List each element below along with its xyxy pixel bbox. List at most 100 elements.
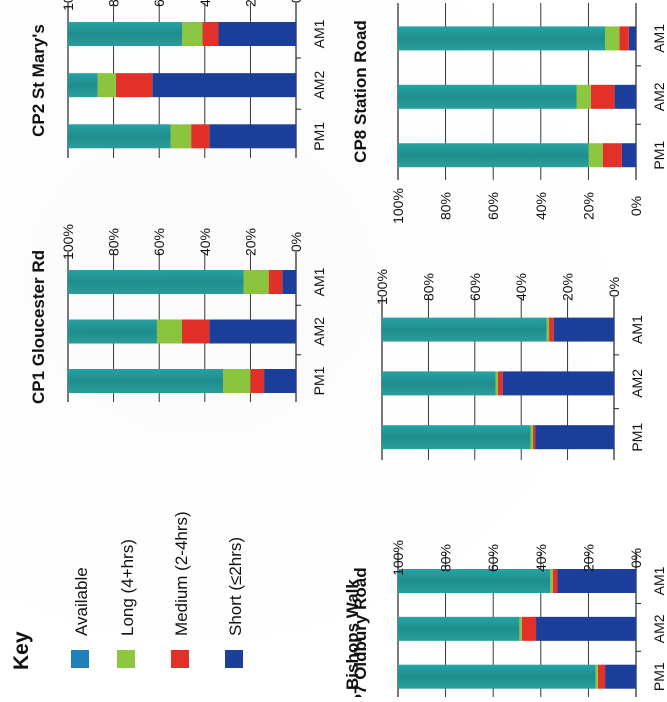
y-axis-labels: 0% 20% 40% 60% 80% 100%	[390, 540, 644, 576]
bar-segment	[614, 84, 636, 109]
y-tick-label: 0%	[288, 0, 304, 3]
bar-segment	[621, 143, 636, 168]
category-label: PM1	[651, 141, 667, 170]
bar-segment	[264, 369, 296, 393]
y-tick-label: 20%	[580, 192, 596, 220]
category-label: AM2	[311, 71, 327, 100]
bar-segment	[398, 664, 596, 689]
bar-segment	[549, 317, 554, 342]
chart-panel: AM1 AM2 PM1 0% 20% 40% 60% 80% 100% CP1 Glouceste…	[29, 224, 327, 404]
bar-segment	[519, 616, 522, 641]
bar-segment	[398, 143, 589, 168]
category-label: PM1	[629, 423, 645, 452]
bar-segment	[170, 124, 192, 149]
category-label: AM1	[629, 315, 645, 344]
bar-segment	[382, 371, 496, 396]
bar-segment	[202, 22, 219, 46]
bar-segment	[619, 26, 629, 51]
bar-segment	[268, 270, 283, 294]
y-tick-label: 100%	[390, 188, 406, 224]
key-swatch	[225, 650, 243, 668]
bar-segment	[602, 143, 622, 168]
key-label: Long (4+hrs)	[118, 539, 137, 636]
bar-segment	[398, 616, 520, 641]
y-axis-labels: 0% 20% 40% 60% 80% 100%	[390, 188, 644, 224]
bar-segment	[532, 425, 536, 450]
key-label: Available	[72, 567, 91, 636]
key-swatch	[171, 650, 189, 668]
category-label: PM1	[311, 122, 327, 151]
bar-segment	[398, 26, 606, 51]
y-tick-label: 100%	[374, 269, 390, 305]
bar-segment	[209, 124, 296, 149]
key-label: Short (≤2hrs)	[226, 537, 245, 636]
y-tick-label: 40%	[533, 544, 549, 572]
bar-segment	[68, 270, 244, 294]
chart-title: CP8 Station Road	[351, 20, 370, 163]
bar-segment	[182, 22, 203, 46]
bar-segment	[398, 569, 551, 593]
bar-segment	[588, 143, 603, 168]
bar-segment	[250, 369, 265, 393]
bar-segment	[498, 371, 503, 396]
bar-segment	[553, 317, 614, 342]
y-tick-label: 0%	[288, 232, 304, 252]
category-label: AM1	[651, 566, 667, 595]
category-label: AM2	[651, 614, 667, 643]
y-tick-label: 40%	[533, 192, 549, 220]
y-tick-label: 40%	[513, 273, 529, 301]
chart-panel: AM1 AM2 PM1 CP8 Station Road	[351, 3, 667, 180]
y-tick-label: 0%	[606, 277, 622, 297]
bar-segment	[590, 84, 615, 109]
bar-segment	[597, 664, 606, 689]
category-label: PM1	[311, 366, 327, 395]
y-tick-label: 60%	[151, 0, 167, 7]
bar-segment	[550, 569, 553, 593]
y-tick-label: 80%	[106, 228, 122, 256]
y-tick-label: 60%	[467, 273, 483, 301]
chart-panel: AM1 AM2 PM1 0% 20% 40% 60% 80% 100% CP2 St Mary's	[29, 0, 327, 158]
y-tick-label: 80%	[438, 192, 454, 220]
bar-segment	[209, 319, 296, 344]
y-tick-label: 20%	[560, 273, 576, 301]
y-tick-label: 40%	[197, 0, 213, 7]
y-tick-label: 0%	[628, 548, 644, 568]
category-label: AM2	[651, 82, 667, 111]
y-tick-label: 20%	[242, 228, 258, 256]
category-label: AM1	[651, 24, 667, 53]
chart-title: CP2 St Mary's	[29, 24, 48, 137]
bar-segment	[68, 73, 98, 98]
chart-title: Bishops Walk	[343, 579, 362, 690]
charts: AM1 AM2 PM1 0% 20% 40% 60% 80% 100% CP1 Glouceste…	[29, 0, 667, 702]
key-label: Medium (2-4hrs)	[172, 511, 191, 636]
bar-segment	[546, 317, 550, 342]
y-tick-label: 100%	[390, 540, 406, 576]
y-tick-label: 100%	[60, 224, 76, 260]
chart-panel: AM1 AM2 PM1 CP7 Oldbury Road	[351, 552, 667, 702]
y-tick-label: 40%	[197, 228, 213, 256]
key-swatch	[117, 650, 135, 668]
bar-segment	[605, 26, 620, 51]
y-tick-label: 20%	[242, 0, 258, 7]
y-tick-label: 60%	[485, 192, 501, 220]
bar-segment	[536, 616, 636, 641]
category-label: AM2	[311, 317, 327, 346]
bar-segment	[495, 371, 498, 396]
bar-segment	[68, 124, 171, 149]
bar-segment	[68, 22, 182, 46]
bar-segment	[115, 73, 153, 98]
category-label: AM1	[311, 19, 327, 48]
bar-segment	[282, 270, 296, 294]
chart-title: CP1 Gloucester Rd	[29, 250, 48, 404]
bar-segment	[152, 73, 296, 98]
bar-segment	[521, 616, 537, 641]
key-legend: Key Available Long (4+hrs) Medium (2-4hrs) S…	[10, 511, 245, 670]
key-title: Key	[10, 631, 33, 670]
y-tick-label: 80%	[438, 544, 454, 572]
y-tick-label: 20%	[580, 544, 596, 572]
bar-segment	[398, 84, 577, 109]
chart-panel: AM1 AM2 PM1 0% 20% 40% 60% 80% 100% Bishops Walk	[343, 269, 645, 690]
category-label: PM1	[651, 662, 667, 691]
bar-segment	[595, 664, 598, 689]
